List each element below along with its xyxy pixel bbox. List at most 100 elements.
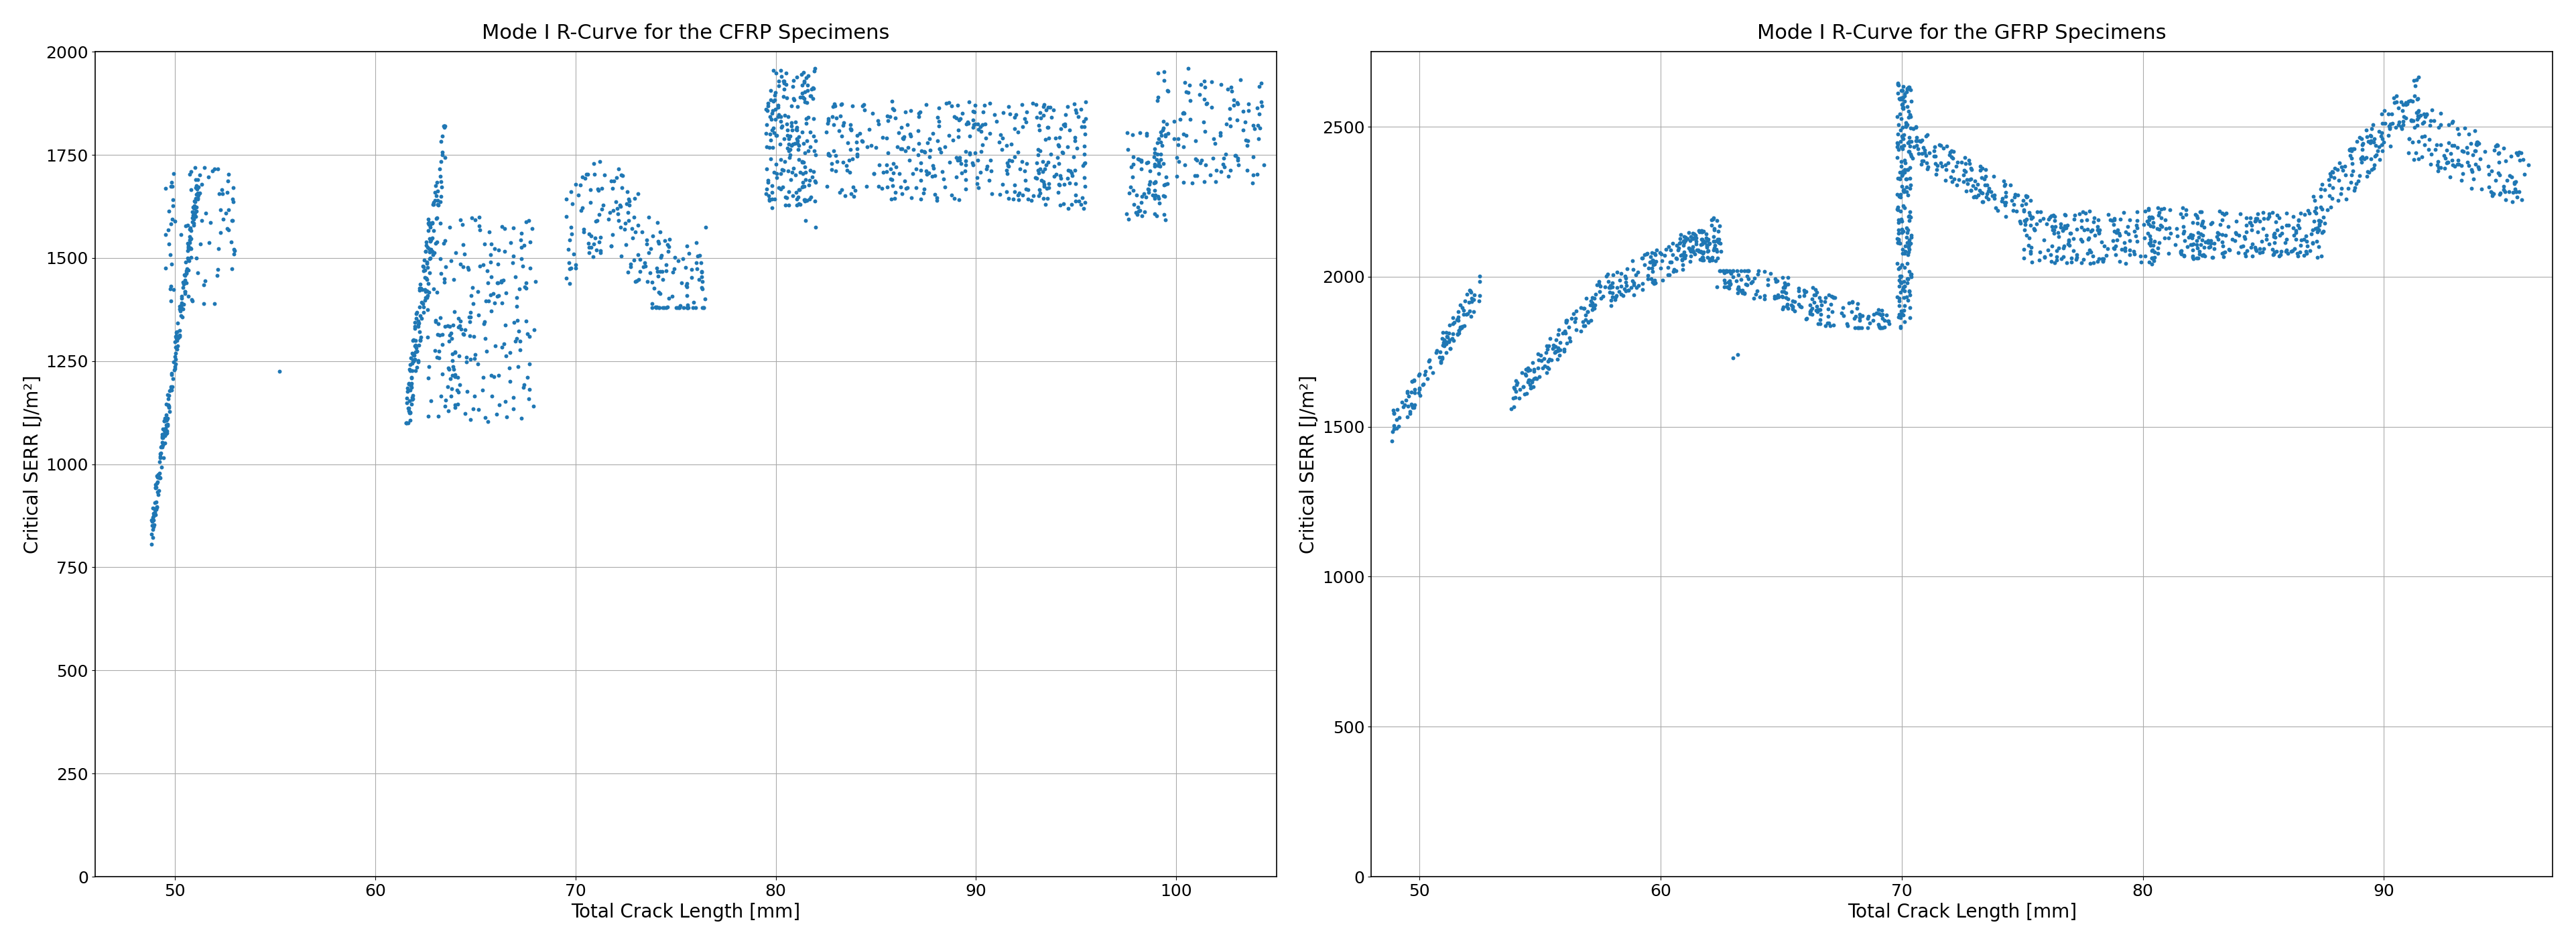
Point — [137, 470, 178, 485]
Point — [997, 192, 1038, 207]
Point — [775, 120, 817, 135]
Point — [608, 213, 649, 228]
Point — [1229, 103, 1270, 118]
Point — [142, 429, 183, 444]
Point — [840, 133, 881, 148]
Point — [1046, 99, 1087, 114]
Point — [1685, 235, 1726, 250]
Point — [631, 275, 672, 290]
Point — [1507, 363, 1548, 378]
Point — [760, 62, 801, 77]
Point — [2202, 227, 2244, 242]
Point — [608, 192, 649, 207]
Point — [2450, 162, 2491, 177]
Point — [2478, 138, 2519, 153]
Point — [417, 197, 459, 212]
Point — [2447, 155, 2488, 170]
Point — [1193, 131, 1234, 146]
Point — [1886, 220, 1927, 235]
Point — [1018, 182, 1059, 198]
Point — [139, 455, 180, 470]
Point — [2074, 255, 2115, 270]
Point — [2476, 139, 2517, 154]
Point — [1973, 187, 2014, 202]
Point — [394, 348, 435, 363]
Point — [1878, 212, 1919, 227]
Point — [1128, 181, 1170, 197]
Point — [2133, 237, 2174, 252]
Point — [495, 269, 536, 284]
Point — [152, 282, 193, 297]
Point — [634, 300, 675, 315]
Point — [1023, 99, 1064, 114]
Point — [2439, 158, 2481, 173]
Point — [1958, 187, 1999, 202]
Point — [2249, 209, 2290, 224]
Point — [165, 266, 206, 282]
Point — [1528, 342, 1569, 357]
Point — [1932, 163, 1973, 179]
Point — [1878, 235, 1919, 250]
Point — [1038, 178, 1079, 193]
Point — [428, 379, 469, 394]
Point — [2349, 165, 2391, 180]
Point — [1886, 271, 1927, 286]
Point — [180, 213, 222, 228]
Point — [2177, 233, 2218, 249]
Point — [1159, 154, 1200, 169]
Point — [1631, 271, 1672, 286]
Point — [1211, 83, 1252, 98]
Point — [1236, 117, 1278, 132]
Point — [1208, 112, 1249, 127]
Point — [2398, 69, 2439, 84]
Point — [2398, 109, 2439, 124]
Point — [2367, 128, 2409, 143]
Point — [2184, 220, 2226, 235]
Point — [1842, 320, 1883, 335]
Point — [1386, 384, 1427, 399]
Point — [142, 438, 183, 453]
Point — [162, 301, 204, 317]
Point — [2491, 148, 2532, 163]
Point — [811, 99, 853, 114]
Point — [438, 369, 479, 385]
Point — [1793, 291, 1834, 306]
Point — [1883, 182, 1924, 198]
Point — [747, 188, 788, 203]
Point — [410, 245, 451, 260]
Point — [477, 406, 518, 421]
Point — [1832, 294, 1873, 309]
Point — [389, 404, 430, 420]
Point — [1139, 155, 1180, 170]
Point — [1700, 244, 1741, 259]
Point — [2339, 129, 2380, 145]
Point — [173, 215, 214, 231]
Point — [1136, 187, 1177, 202]
Point — [2300, 189, 2342, 204]
Point — [500, 334, 541, 349]
Point — [1945, 172, 1986, 187]
Point — [1705, 276, 1747, 291]
Point — [160, 298, 201, 313]
Point — [1543, 325, 1584, 340]
Point — [2347, 123, 2388, 138]
Point — [773, 73, 814, 88]
Point — [459, 222, 500, 237]
Point — [1399, 386, 1440, 401]
Point — [2331, 143, 2372, 158]
Point — [1157, 168, 1198, 183]
Point — [938, 152, 979, 167]
Point — [762, 74, 804, 89]
Point — [492, 389, 533, 404]
Point — [1958, 182, 1999, 198]
Point — [2298, 213, 2339, 228]
Point — [144, 180, 185, 196]
Point — [510, 234, 551, 249]
Point — [2313, 164, 2354, 180]
Point — [440, 216, 482, 232]
Point — [1525, 358, 1566, 373]
Point — [1891, 146, 1932, 162]
Point — [1136, 152, 1177, 167]
Point — [1886, 238, 1927, 253]
Point — [2360, 129, 2401, 144]
